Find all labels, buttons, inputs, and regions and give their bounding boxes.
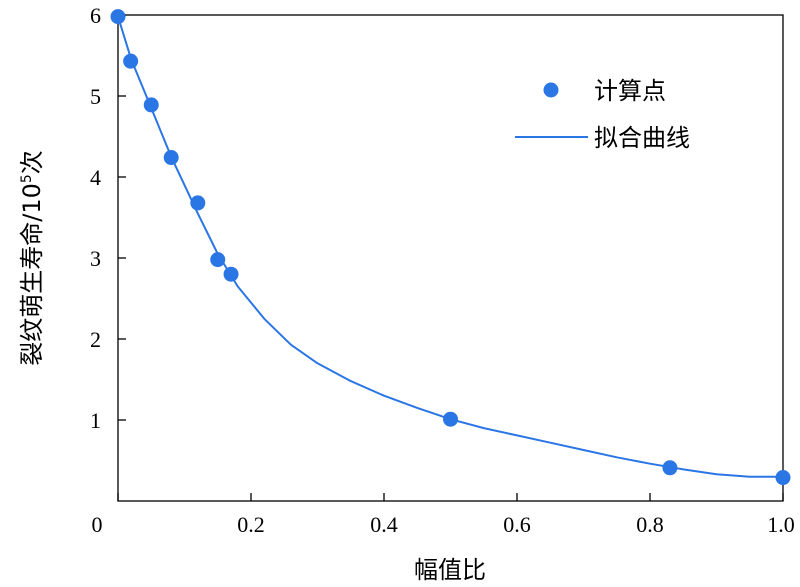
data-point bbox=[123, 53, 139, 69]
data-point bbox=[775, 470, 791, 486]
fit-curve-line bbox=[117, 16, 783, 478]
y-axis-title-suffix: 次 bbox=[18, 150, 46, 174]
data-point bbox=[190, 195, 206, 211]
data-point bbox=[662, 460, 678, 476]
data-point bbox=[110, 9, 126, 25]
y-tick-label: 3 bbox=[90, 246, 101, 271]
x-tick-label: 1.0 bbox=[767, 512, 795, 537]
data-point bbox=[223, 266, 239, 282]
x-axis-title: 幅值比 bbox=[414, 556, 486, 584]
y-tick-label: 5 bbox=[90, 84, 101, 109]
tick-labels: 0 0.2 0.4 0.6 0.8 1.0 1 2 3 4 5 6 bbox=[90, 3, 795, 537]
y-tick-label: 2 bbox=[90, 327, 101, 352]
y-axis-title-main: 裂纹萌生寿命/10 bbox=[18, 183, 46, 366]
data-point bbox=[163, 150, 179, 166]
x-tick-label: 0.8 bbox=[636, 512, 664, 537]
legend-marker-points bbox=[543, 82, 559, 98]
x-tick-label: 0.4 bbox=[370, 512, 398, 537]
data-point bbox=[143, 97, 159, 113]
data-point bbox=[210, 252, 226, 268]
x-tick-label: 0 bbox=[92, 512, 103, 537]
series bbox=[110, 9, 791, 486]
y-tick-label: 1 bbox=[90, 408, 101, 433]
y-axis-title-superscript: 5 bbox=[19, 174, 35, 183]
legend: 计算点 拟合曲线 bbox=[515, 77, 690, 152]
y-tick-label: 6 bbox=[90, 3, 101, 28]
data-point bbox=[443, 411, 458, 427]
x-tick-label: 0.6 bbox=[503, 512, 531, 537]
y-tick-label: 4 bbox=[90, 165, 101, 190]
y-axis-title: 裂纹萌生寿命/105次 bbox=[18, 150, 46, 366]
legend-label-points: 计算点 bbox=[594, 77, 666, 105]
x-tick-label: 0.2 bbox=[237, 512, 265, 537]
legend-label-curve: 拟合曲线 bbox=[594, 124, 690, 152]
